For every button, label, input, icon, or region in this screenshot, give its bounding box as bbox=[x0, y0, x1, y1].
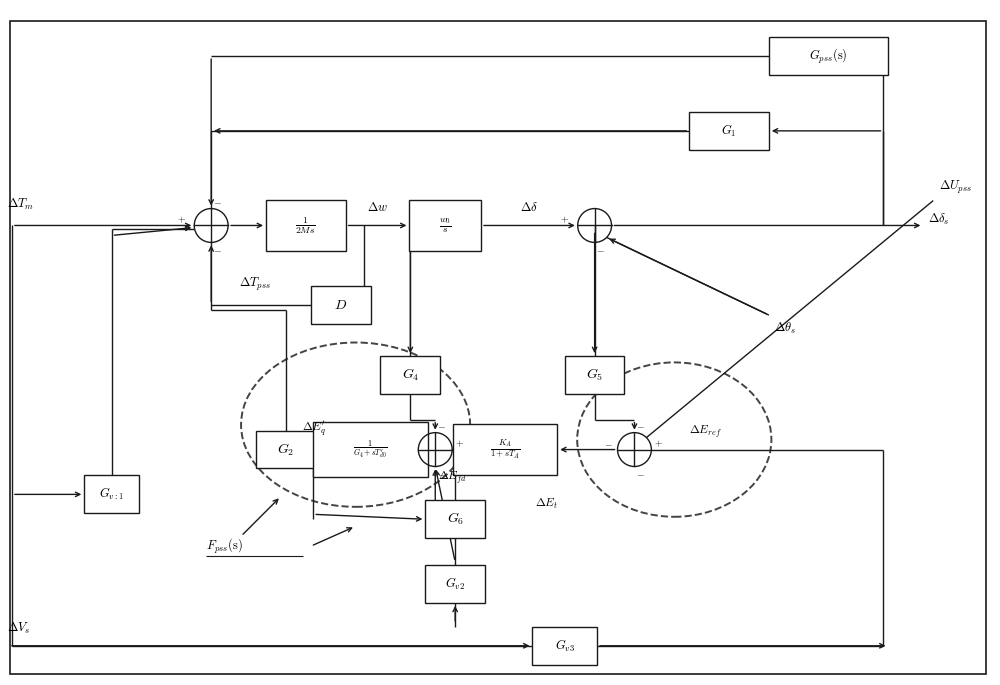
FancyBboxPatch shape bbox=[565, 356, 624, 394]
Text: $G_1$: $G_1$ bbox=[721, 123, 737, 139]
Text: $+$: $+$ bbox=[177, 214, 186, 225]
FancyBboxPatch shape bbox=[425, 500, 485, 538]
FancyBboxPatch shape bbox=[256, 431, 316, 469]
Text: $\Delta V_s$: $\Delta V_s$ bbox=[7, 621, 30, 636]
FancyBboxPatch shape bbox=[409, 199, 481, 251]
Text: $-$: $-$ bbox=[604, 439, 613, 448]
Text: $-$: $-$ bbox=[213, 197, 222, 206]
FancyBboxPatch shape bbox=[532, 627, 597, 664]
Text: $\frac{w_0}{s}$: $\frac{w_0}{s}$ bbox=[439, 216, 452, 235]
Text: $\Delta E_t$: $\Delta E_t$ bbox=[535, 497, 558, 511]
Text: $\Delta E_{fd}$: $\Delta E_{fd}$ bbox=[438, 469, 467, 486]
Text: $\Delta\theta_s$: $\Delta\theta_s$ bbox=[774, 321, 796, 336]
Text: $G_{v2}$: $G_{v2}$ bbox=[445, 576, 465, 592]
Text: $\frac{1}{2Ms}$: $\frac{1}{2Ms}$ bbox=[295, 215, 316, 236]
Text: $+$: $+$ bbox=[654, 438, 663, 449]
Text: $-$: $-$ bbox=[636, 421, 645, 430]
Text: $\Delta\delta_s$: $\Delta\delta_s$ bbox=[928, 212, 950, 227]
Text: $-$: $-$ bbox=[437, 469, 446, 478]
Text: $-$: $-$ bbox=[213, 245, 222, 254]
FancyBboxPatch shape bbox=[313, 422, 428, 477]
Text: $\Delta U_{pss}$: $\Delta U_{pss}$ bbox=[939, 179, 972, 196]
Text: $\frac{K_A}{1+sT_A}$: $\frac{K_A}{1+sT_A}$ bbox=[490, 438, 520, 461]
FancyBboxPatch shape bbox=[266, 199, 346, 251]
Text: $G_4$: $G_4$ bbox=[402, 366, 419, 383]
Text: $\Delta T_{pss}$: $\Delta T_{pss}$ bbox=[239, 276, 271, 293]
Text: $F_{pss}(\mathrm{s})$: $F_{pss}(\mathrm{s})$ bbox=[206, 537, 243, 556]
Text: $+$: $+$ bbox=[560, 214, 569, 225]
Text: $+$: $+$ bbox=[455, 438, 464, 449]
FancyBboxPatch shape bbox=[689, 112, 769, 150]
FancyBboxPatch shape bbox=[769, 37, 888, 75]
Text: $G_{v3}$: $G_{v3}$ bbox=[555, 638, 575, 653]
Text: $G_{v:1}$: $G_{v:1}$ bbox=[99, 486, 124, 502]
Text: $G_6$: $G_6$ bbox=[447, 511, 464, 527]
Text: $-$: $-$ bbox=[437, 421, 446, 430]
Text: $\frac{1}{G_4+sT_{d0}^{\prime}}$: $\frac{1}{G_4+sT_{d0}^{\prime}}$ bbox=[353, 438, 388, 460]
Text: $D$: $D$ bbox=[334, 298, 347, 312]
FancyBboxPatch shape bbox=[425, 565, 485, 603]
Text: $G_2$: $G_2$ bbox=[277, 441, 295, 458]
Text: $-$: $-$ bbox=[636, 469, 645, 478]
Text: $\Delta T_m$: $\Delta T_m$ bbox=[7, 197, 34, 212]
Text: $G_{pss}(\mathrm{s})$: $G_{pss}(\mathrm{s})$ bbox=[809, 47, 848, 66]
Text: $\Delta w$: $\Delta w$ bbox=[367, 201, 388, 214]
FancyBboxPatch shape bbox=[311, 286, 371, 324]
Text: $G_5$: $G_5$ bbox=[586, 366, 603, 383]
FancyBboxPatch shape bbox=[84, 475, 139, 513]
Text: $\Delta E_{ref}$: $\Delta E_{ref}$ bbox=[689, 423, 722, 440]
Text: $\Delta\delta$: $\Delta\delta$ bbox=[520, 201, 538, 214]
FancyBboxPatch shape bbox=[453, 423, 557, 475]
Text: $-$: $-$ bbox=[596, 245, 605, 254]
FancyBboxPatch shape bbox=[380, 356, 440, 394]
Text: $\Delta E_q^{\prime}$: $\Delta E_q^{\prime}$ bbox=[302, 418, 327, 438]
